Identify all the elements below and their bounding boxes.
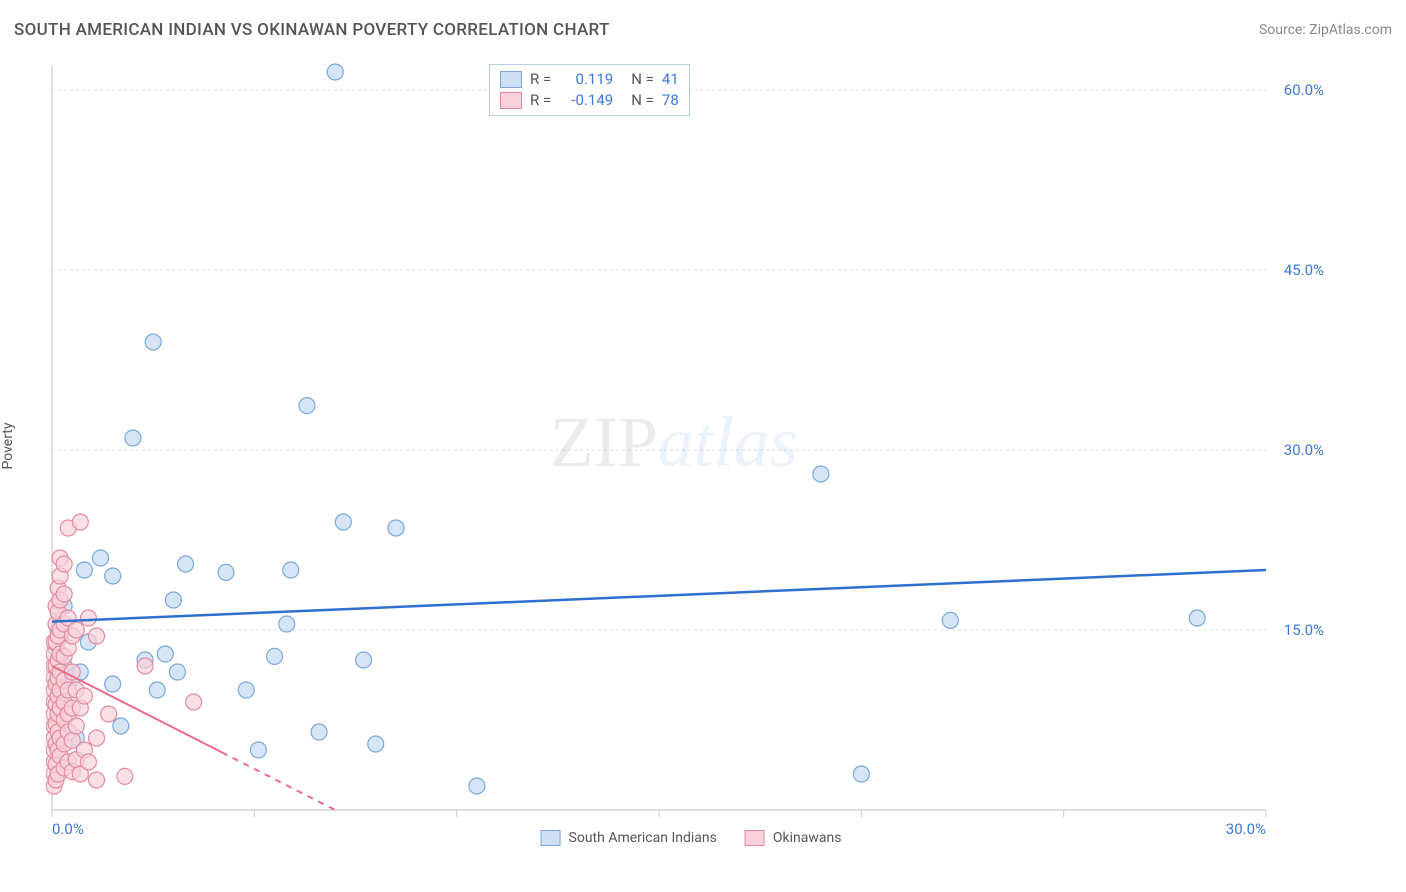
correlation-row: R = -0.149 N = 78 [500, 90, 679, 111]
data-point [178, 556, 194, 572]
n-label: N = [631, 69, 654, 90]
data-point [145, 334, 161, 350]
data-point [137, 658, 153, 674]
x-tick-label: 30.0% [1226, 820, 1266, 838]
data-point [80, 754, 96, 770]
data-point [311, 724, 327, 740]
data-point [105, 568, 121, 584]
data-point [1189, 610, 1205, 626]
trend-line-pink-dashed [222, 752, 335, 810]
data-point [218, 564, 234, 580]
chart-svg: 0.0% 30.0% 15.0% 30.0% 45.0% 60.0% [46, 60, 1336, 850]
data-point [89, 628, 105, 644]
y-tick-label: 45.0% [1284, 261, 1324, 279]
page-title: SOUTH AMERICAN INDIAN VS OKINAWAN POVERT… [14, 20, 610, 40]
data-point [279, 616, 295, 632]
data-point [813, 466, 829, 482]
data-point [117, 768, 133, 784]
legend-item: South American Indians [541, 830, 717, 846]
data-point [76, 562, 92, 578]
scatter-chart: 0.0%30.0%15.0%30.0%45.0%60.0% ZIPatlas R… [46, 60, 1336, 850]
source-label: Source: ZipAtlas.com [1259, 22, 1392, 38]
data-point [335, 514, 351, 530]
series-legend: South American Indians Okinawans [541, 830, 842, 846]
data-point [89, 772, 105, 788]
data-point [64, 664, 80, 680]
data-point [250, 742, 266, 758]
data-point [165, 592, 181, 608]
n-value: 41 [662, 69, 679, 90]
data-point [186, 694, 202, 710]
legend-swatch [541, 830, 561, 846]
data-point [299, 398, 315, 414]
r-value: -0.149 [559, 90, 613, 111]
n-label: N = [631, 90, 654, 111]
data-point [56, 556, 72, 572]
correlation-row: R = 0.119 N = 41 [500, 69, 679, 90]
legend-label: South American Indians [569, 830, 717, 846]
data-point [80, 610, 96, 626]
data-point [113, 718, 129, 734]
legend-swatch [500, 92, 522, 109]
legend-item: Okinawans [745, 830, 842, 846]
legend-swatch [745, 830, 765, 846]
data-point [125, 430, 141, 446]
data-point [169, 664, 185, 680]
legend-swatch [500, 71, 522, 88]
n-value: 78 [662, 90, 679, 111]
data-point [356, 652, 372, 668]
legend-label: Okinawans [773, 830, 842, 846]
data-point [942, 612, 958, 628]
data-point [368, 736, 384, 752]
data-point [101, 706, 117, 722]
data-point [853, 766, 869, 782]
data-point [93, 550, 109, 566]
y-axis-label: Poverty [0, 422, 16, 469]
data-point [469, 778, 485, 794]
data-point [327, 64, 343, 80]
y-tick-label: 15.0% [1284, 621, 1324, 639]
data-point [283, 562, 299, 578]
data-point [388, 520, 404, 536]
header-bar: SOUTH AMERICAN INDIAN VS OKINAWAN POVERT… [14, 20, 1392, 40]
data-point [72, 514, 88, 530]
data-point [56, 586, 72, 602]
r-label: R = [530, 69, 551, 90]
data-point [76, 688, 92, 704]
correlation-legend: R = 0.119 N = 41 R = -0.149 N = 78 [489, 64, 690, 116]
r-label: R = [530, 90, 551, 111]
y-tick-label: 30.0% [1284, 441, 1324, 459]
r-value: 0.119 [559, 69, 613, 90]
trend-line-blue [52, 570, 1266, 622]
x-tick-label: 0.0% [52, 820, 84, 838]
data-point [149, 682, 165, 698]
data-point [157, 646, 173, 662]
data-point [89, 730, 105, 746]
data-point [105, 676, 121, 692]
y-tick-label: 60.0% [1284, 81, 1324, 99]
data-point [238, 682, 254, 698]
data-point [267, 648, 283, 664]
data-point [68, 718, 84, 734]
data-point [68, 622, 84, 638]
